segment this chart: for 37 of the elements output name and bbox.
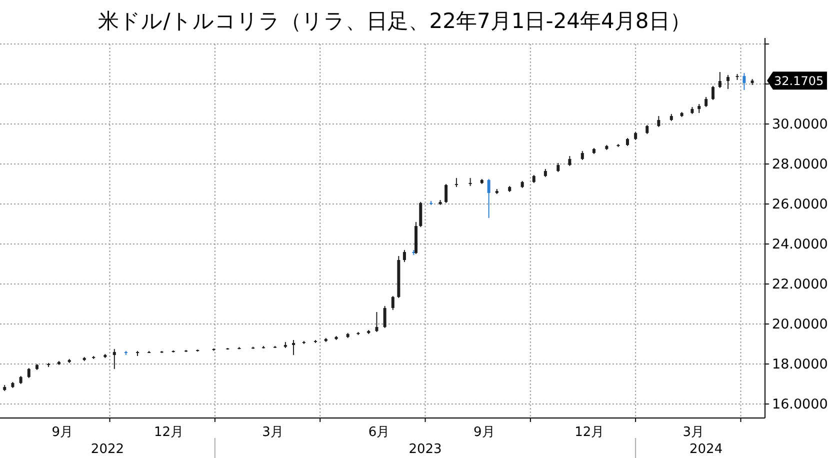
candlestick bbox=[112, 348, 116, 370]
x-tick-label: 9月 bbox=[474, 425, 495, 440]
y-tick-label: 24.0000 bbox=[772, 236, 828, 253]
y-tick-label: 26.0000 bbox=[772, 196, 828, 213]
candlestick bbox=[444, 184, 448, 204]
candlestick bbox=[419, 202, 422, 228]
candlestick bbox=[383, 306, 386, 328]
x-tick-label: 6月 bbox=[368, 425, 390, 440]
y-tick-label: 30.0000 bbox=[772, 116, 828, 133]
candlestick bbox=[568, 156, 572, 166]
candlestick bbox=[375, 312, 378, 332]
x-tick-label: 12月 bbox=[574, 425, 604, 440]
chart-title: 米ドル/トルコリラ（リラ、日足、22年7月1日-24年4月8日） bbox=[98, 9, 691, 33]
candlestick bbox=[712, 86, 714, 100]
x2-tick-label: 2022 bbox=[90, 442, 124, 457]
x-tick-label: 12月 bbox=[154, 425, 184, 440]
x2-tick-label: 2024 bbox=[690, 442, 723, 457]
y-tick-label: 28.0000 bbox=[772, 156, 828, 173]
x-tick-label: 9月 bbox=[52, 425, 74, 440]
y-tick-label: 16.0000 bbox=[772, 396, 828, 413]
candlestick bbox=[487, 178, 490, 218]
candlestick bbox=[292, 340, 296, 356]
candlestick bbox=[391, 296, 394, 310]
candlestick bbox=[726, 74, 730, 90]
candlestick bbox=[742, 72, 746, 90]
candlestick bbox=[704, 96, 708, 108]
y-tick-label: 20.0000 bbox=[772, 316, 828, 333]
y-tick-label: 18.0000 bbox=[772, 356, 828, 373]
candlestick bbox=[27, 368, 30, 378]
text: 32.1705 bbox=[774, 74, 824, 88]
x2-tick-label: 2023 bbox=[408, 442, 442, 457]
candlestick bbox=[718, 72, 722, 88]
candlestick bbox=[402, 250, 406, 262]
x-tick-label: 3月 bbox=[682, 425, 704, 440]
x-tick-label: 3月 bbox=[262, 425, 284, 440]
y-tick-label: 22.0000 bbox=[772, 276, 828, 293]
candlestick bbox=[657, 116, 660, 128]
